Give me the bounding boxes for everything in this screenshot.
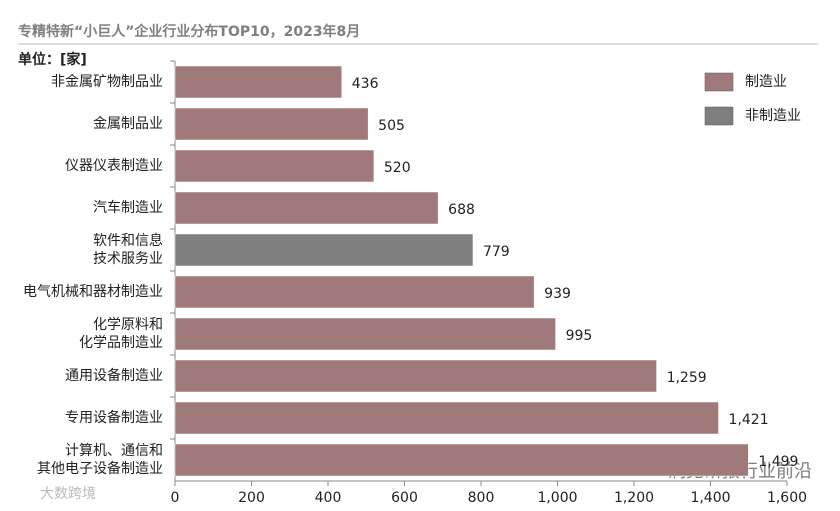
y-tick-label: 汽车制造业 xyxy=(93,199,163,216)
value-label: 1,421 xyxy=(729,412,769,428)
value-label: 436 xyxy=(352,76,379,92)
bar xyxy=(174,443,749,477)
chart-title: 专精特新“小巨人”企业行业分布TOP10，2023年8月 xyxy=(18,23,360,40)
legend-swatch xyxy=(704,72,734,92)
unit-label: 单位：[家] xyxy=(18,51,87,68)
bar xyxy=(174,401,719,435)
value-label: 1,499 xyxy=(758,454,798,470)
bar xyxy=(174,107,369,141)
y-tick-label: 专用设备制造业 xyxy=(65,409,163,426)
y-tick-label: 仪器仪表制造业 xyxy=(65,158,163,174)
y-tick-label: 化学原料和化学品制造业 xyxy=(79,317,163,351)
x-tick-label: 800 xyxy=(468,490,495,506)
x-tick-label: 1,200 xyxy=(614,490,654,506)
x-tick-label: 600 xyxy=(391,490,418,506)
legend-label: 非制造业 xyxy=(745,108,801,124)
watermark: 大数跨境 xyxy=(40,486,96,502)
value-label: 688 xyxy=(448,202,475,218)
legend-label: 制造业 xyxy=(745,74,787,90)
bar xyxy=(174,317,556,351)
y-tick-label: 电气机械和器材制造业 xyxy=(23,284,163,300)
bar xyxy=(174,359,657,393)
bar xyxy=(174,65,343,99)
y-tick-label: 通用设备制造业 xyxy=(65,367,163,384)
x-tick-label: 1,000 xyxy=(537,490,577,506)
value-label: 505 xyxy=(378,118,405,134)
y-tick-label: 非金属矿物制品业 xyxy=(51,74,163,90)
bar xyxy=(174,233,474,267)
x-tick-label: 400 xyxy=(315,490,342,506)
legend-swatch xyxy=(704,106,734,126)
value-label: 939 xyxy=(544,286,571,302)
value-label: 779 xyxy=(483,244,510,260)
x-tick-label: 200 xyxy=(238,490,265,506)
bar xyxy=(174,191,439,225)
value-label: 1,259 xyxy=(667,370,707,386)
x-tick-label: 1,600 xyxy=(767,490,807,506)
bar xyxy=(174,149,375,183)
x-tick-label: 0 xyxy=(171,490,180,506)
y-tick-label: 软件和信息技术服务业 xyxy=(93,232,163,267)
x-tick-label: 1,400 xyxy=(690,490,730,506)
value-label: 995 xyxy=(566,328,593,344)
y-tick-label: 金属制品业 xyxy=(93,116,163,132)
y-tick-label: 计算机、通信和其他电子设备制造业 xyxy=(37,443,163,477)
value-label: 520 xyxy=(384,160,411,176)
bar xyxy=(174,275,535,309)
